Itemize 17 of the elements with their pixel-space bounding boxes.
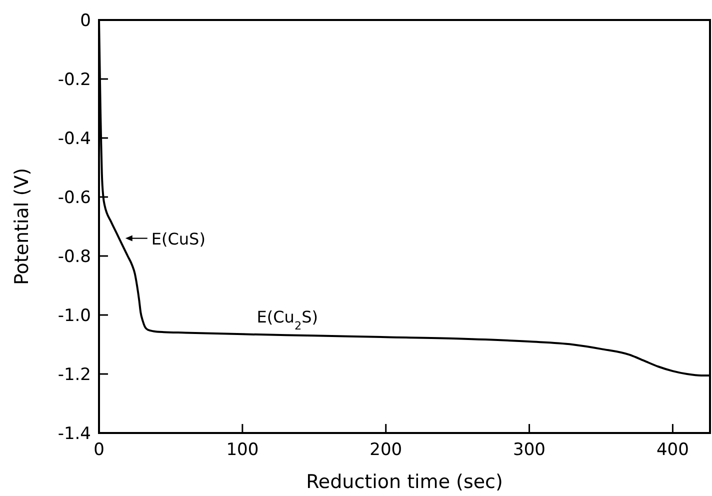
- x-tick-label: 0: [94, 440, 104, 460]
- y-tick-label: -0.6: [58, 188, 91, 208]
- y-tick-label: -1.4: [58, 424, 91, 444]
- annotation: E(Cu$_{2}$S): [256, 308, 318, 332]
- y-tick-label: -0.8: [58, 247, 91, 267]
- x-tick-label: 200: [370, 440, 402, 460]
- y-axis-title: Potential (V): [11, 168, 33, 286]
- y-tick-label: -1.0: [58, 306, 91, 326]
- x-axis-title: Reduction time (sec): [306, 471, 503, 493]
- x-tick-label: 400: [656, 440, 689, 460]
- y-tick-label: 0: [80, 11, 91, 31]
- y-tick-label: -0.2: [58, 70, 91, 90]
- annotation: E(CuS): [151, 229, 206, 248]
- y-tick-label: -1.2: [58, 365, 91, 385]
- x-tick-label: 100: [226, 440, 259, 460]
- y-tick-label: -0.4: [58, 129, 91, 149]
- x-tick-label: 300: [513, 440, 546, 460]
